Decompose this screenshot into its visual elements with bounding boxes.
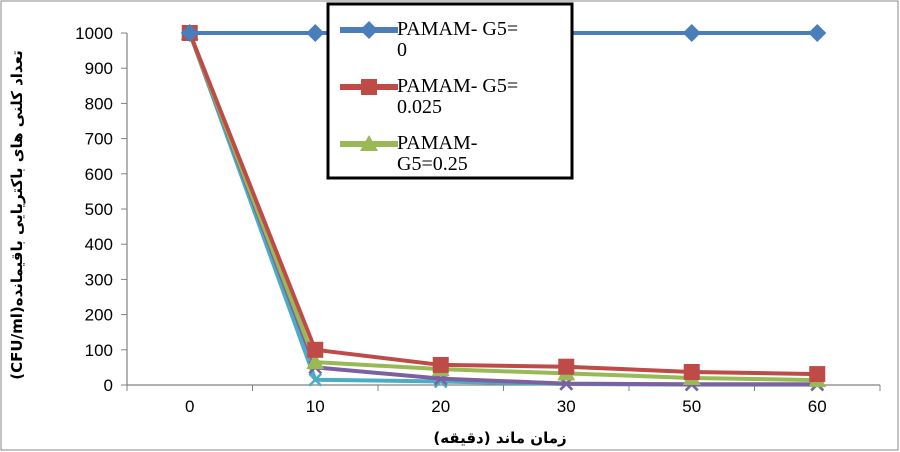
series-line [187, 32, 818, 383]
y-tick-label: 400 [85, 235, 113, 254]
y-tick-label: 1000 [75, 24, 113, 43]
legend-label: PAMAM- [397, 132, 477, 154]
series-line [187, 32, 818, 377]
x-axis-title: زمان ماند (دقیقه) [433, 429, 566, 447]
legend-label: PAMAM- G5= [397, 18, 518, 40]
data-point-marker [558, 358, 575, 375]
x-tick-label: 50 [682, 397, 701, 416]
y-axis-title: تعداد کلنی های باکتریایی باقیمانده(CFU/m… [8, 50, 26, 379]
x-tick-label: 30 [557, 397, 576, 416]
legend-label: PAMAM- G5= [397, 75, 518, 97]
x-tick-label: 0 [185, 397, 194, 416]
y-tick-label: 100 [85, 341, 113, 360]
x-tick-label: 20 [431, 397, 450, 416]
y-tick-label: 700 [85, 130, 113, 149]
y-tick-label: 0 [104, 376, 113, 395]
data-point-marker [306, 24, 325, 42]
y-tick-label: 900 [85, 59, 113, 78]
y-tick-label: 200 [85, 306, 113, 325]
legend-swatch-marker [360, 21, 378, 39]
legend-swatch-marker [360, 135, 378, 151]
data-point-marker [432, 356, 449, 373]
data-point-marker [307, 341, 324, 358]
legend-label: 0 [397, 39, 407, 61]
x-marker-stroke [308, 372, 323, 387]
data-point-marker [180, 24, 199, 42]
y-tick-label: 800 [85, 94, 113, 113]
y-tick-label: 300 [85, 270, 113, 289]
series-layer [180, 24, 827, 392]
y-tick-label: 500 [85, 200, 113, 219]
data-point-marker [808, 24, 827, 42]
x-tick-label: 60 [808, 397, 827, 416]
legend-label: G5=0.25 [397, 153, 468, 175]
data-point-marker [682, 24, 701, 42]
legend-label: 0.025 [397, 96, 442, 118]
data-point-marker [683, 363, 700, 380]
y-tick-label: 600 [85, 165, 113, 184]
x-tick-label: 10 [306, 397, 325, 416]
legend-swatch-marker [361, 79, 377, 95]
data-point-marker [306, 353, 325, 370]
data-point-marker [809, 366, 826, 383]
data-point-marker [308, 372, 323, 387]
